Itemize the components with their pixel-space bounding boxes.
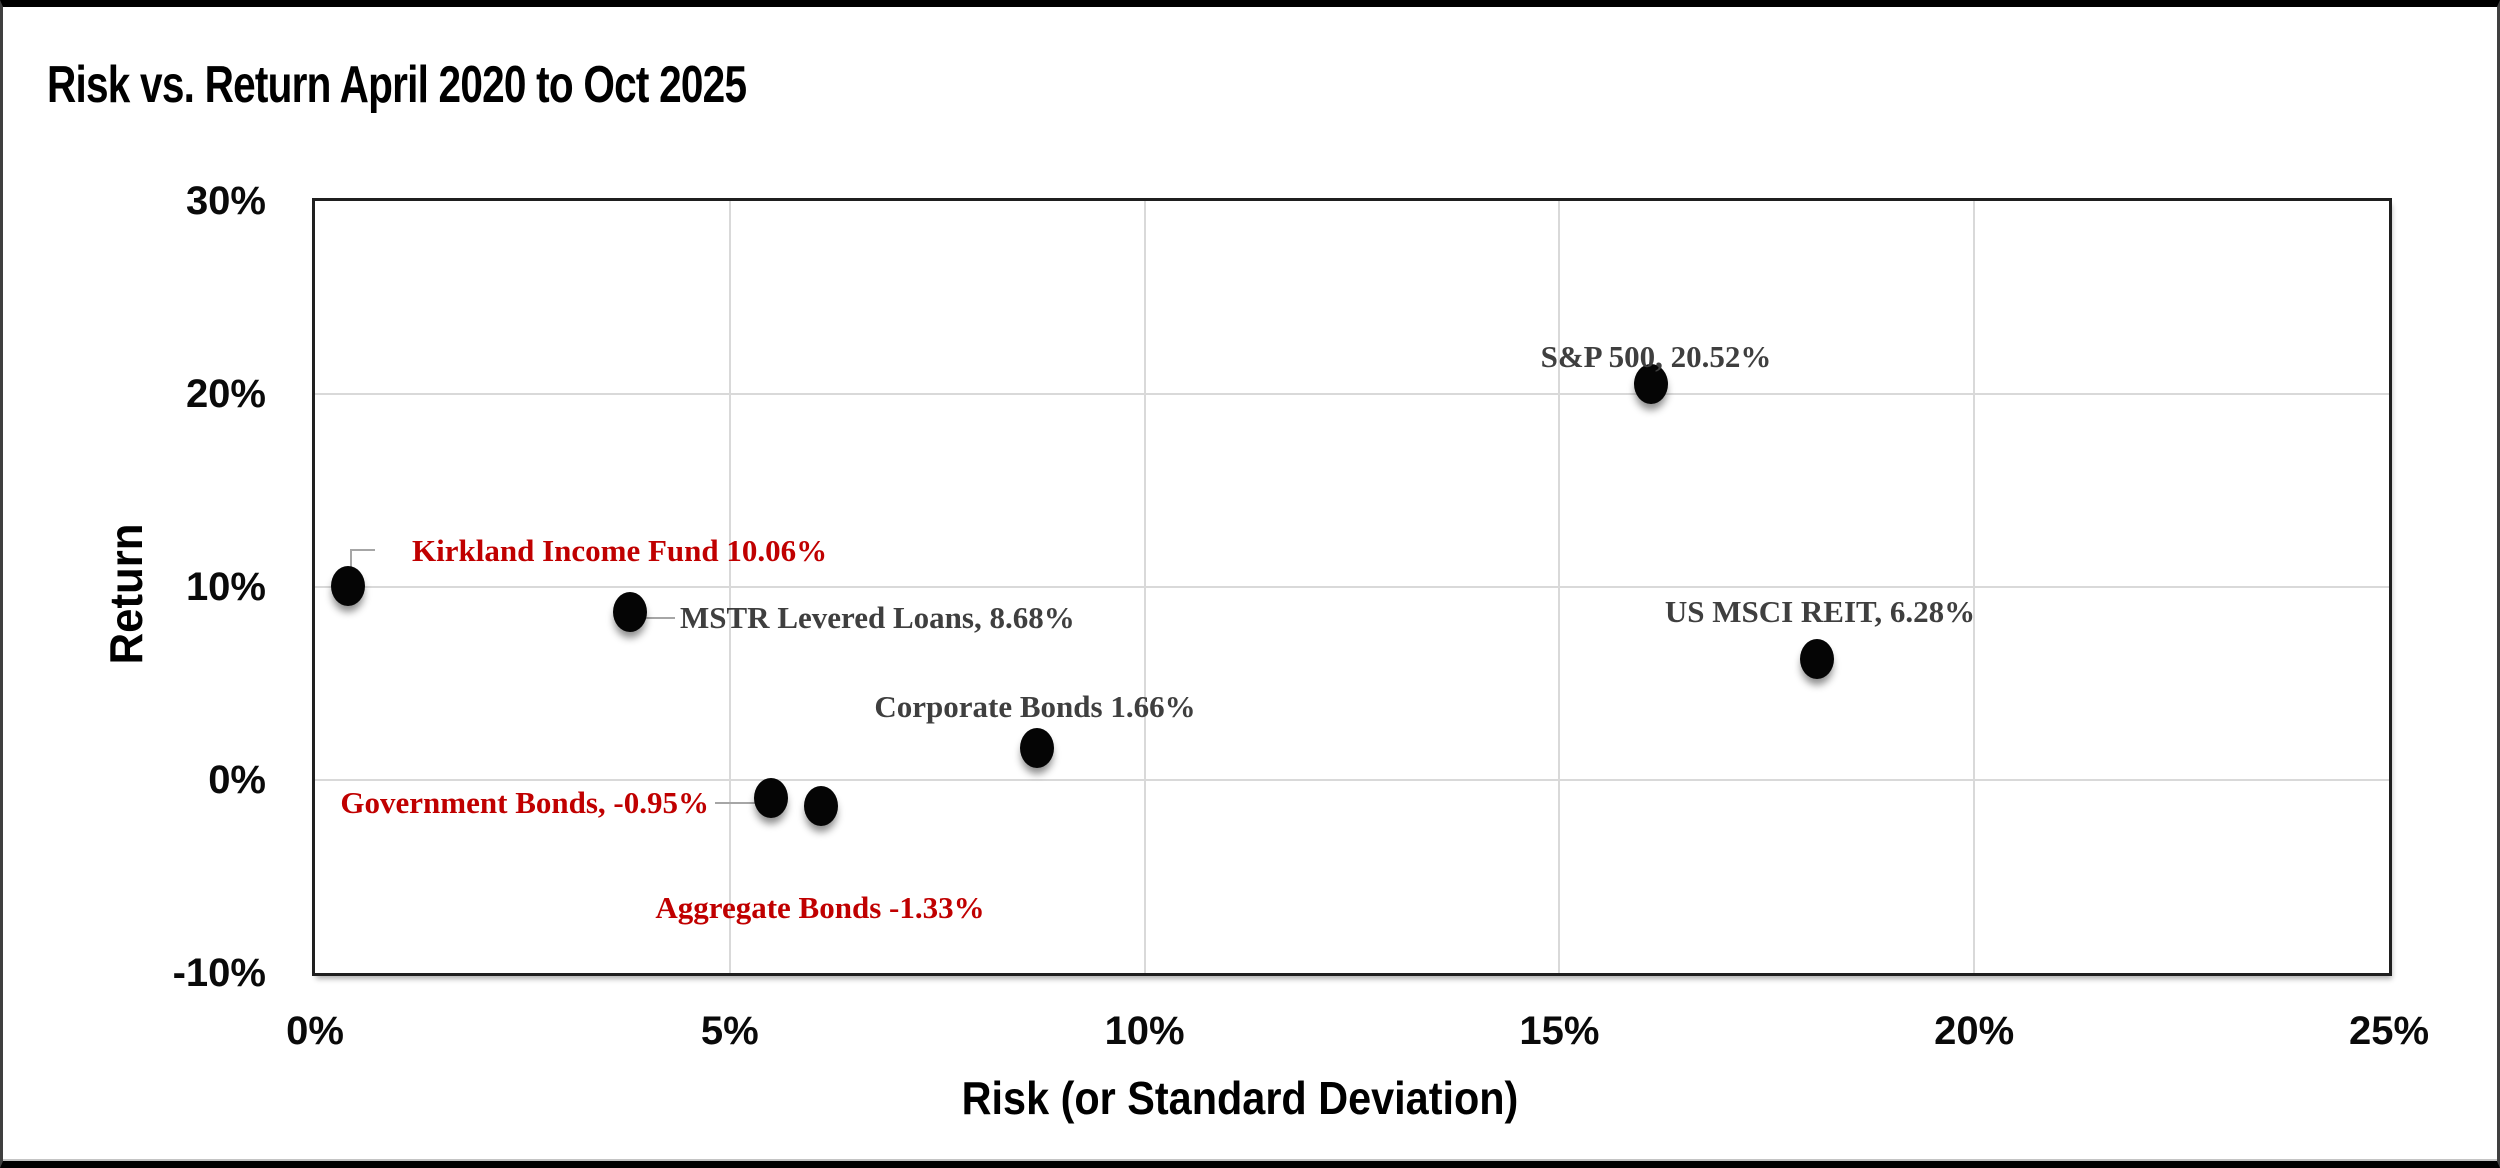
x-axis-title: Risk (or Standard Deviation) bbox=[961, 1072, 1519, 1124]
y-tick-label: 30% bbox=[185, 179, 266, 223]
x-tick-label: 5% bbox=[700, 1009, 759, 1053]
gridline-horizontal bbox=[315, 393, 2389, 395]
data-label-kirkland-income-fund: Kirkland Income Fund 10.06% bbox=[412, 533, 828, 568]
x-tick-label: 0% bbox=[286, 1009, 344, 1053]
gridline-horizontal bbox=[315, 586, 2389, 588]
data-point-aggregate-bonds bbox=[804, 785, 839, 826]
y-tick-label: 0% bbox=[208, 758, 266, 802]
data-label-corporate-bonds: Corporate Bonds 1.66% bbox=[874, 689, 1196, 724]
y-tick-label: -10% bbox=[172, 951, 266, 995]
bottom-divider bbox=[3, 1159, 2497, 1161]
x-tick-label: 15% bbox=[1519, 1009, 1600, 1053]
gridline-horizontal bbox=[315, 779, 2389, 781]
data-label-sp-500: S&P 500, 20.52% bbox=[1540, 339, 1772, 374]
data-point-corporate-bonds bbox=[1019, 727, 1054, 768]
data-point-mstr-levered-loans bbox=[613, 592, 648, 633]
data-point-sp-500 bbox=[1633, 363, 1668, 404]
data-label-aggregate-bonds: Aggregate Bonds -1.33% bbox=[655, 890, 985, 925]
data-point-us-msci-reit bbox=[1799, 638, 1834, 679]
y-tick-label: 10% bbox=[185, 565, 266, 609]
leader-line-kirkland-income-fund bbox=[350, 549, 375, 551]
x-tick-label: 20% bbox=[1934, 1009, 2015, 1053]
x-tick-label: 25% bbox=[2348, 1009, 2430, 1053]
data-label-us-msci-reit: US MSCI REIT, 6.28% bbox=[1664, 594, 1976, 629]
chart-title: Risk vs. Return April 2020 to Oct 2025 bbox=[47, 56, 747, 114]
x-tick-label: 10% bbox=[1104, 1009, 1185, 1053]
data-label-mstr-levered-loans: MSTR Levered Loans, 8.68% bbox=[680, 600, 1075, 635]
y-tick-label: 20% bbox=[185, 372, 266, 416]
leader-line-mstr-levered-loans bbox=[645, 617, 675, 619]
leader-line-government-bonds bbox=[715, 802, 759, 804]
data-label-government-bonds: Government Bonds, -0.95% bbox=[340, 785, 709, 820]
data-point-kirkland-income-fund bbox=[331, 565, 366, 606]
data-point-government-bonds bbox=[754, 778, 789, 819]
plot-area: Kirkland Income Fund 10.06% MSTR Levered … bbox=[312, 198, 2392, 976]
